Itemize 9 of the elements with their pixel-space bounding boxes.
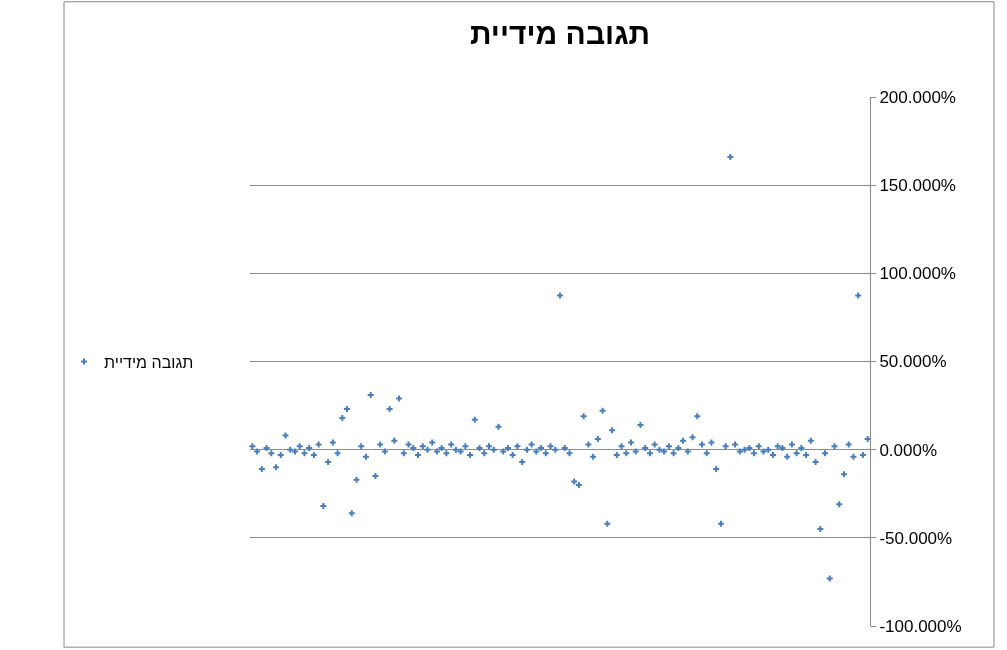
y-tick-label: -50.000% (879, 528, 953, 548)
y-tick-label: 150.000% (879, 176, 956, 196)
y-tick-label: 100.000% (879, 264, 956, 284)
y-tick-label: 200.000% (879, 87, 956, 107)
chart-title: תגובה מידיית (469, 16, 651, 50)
y-tick-label: 50.000% (879, 352, 947, 372)
y-tick-label: 0.000% (879, 440, 938, 460)
y-tick-label: -100.000% (879, 616, 962, 636)
legend-label: תגובה מידיית (104, 353, 194, 371)
